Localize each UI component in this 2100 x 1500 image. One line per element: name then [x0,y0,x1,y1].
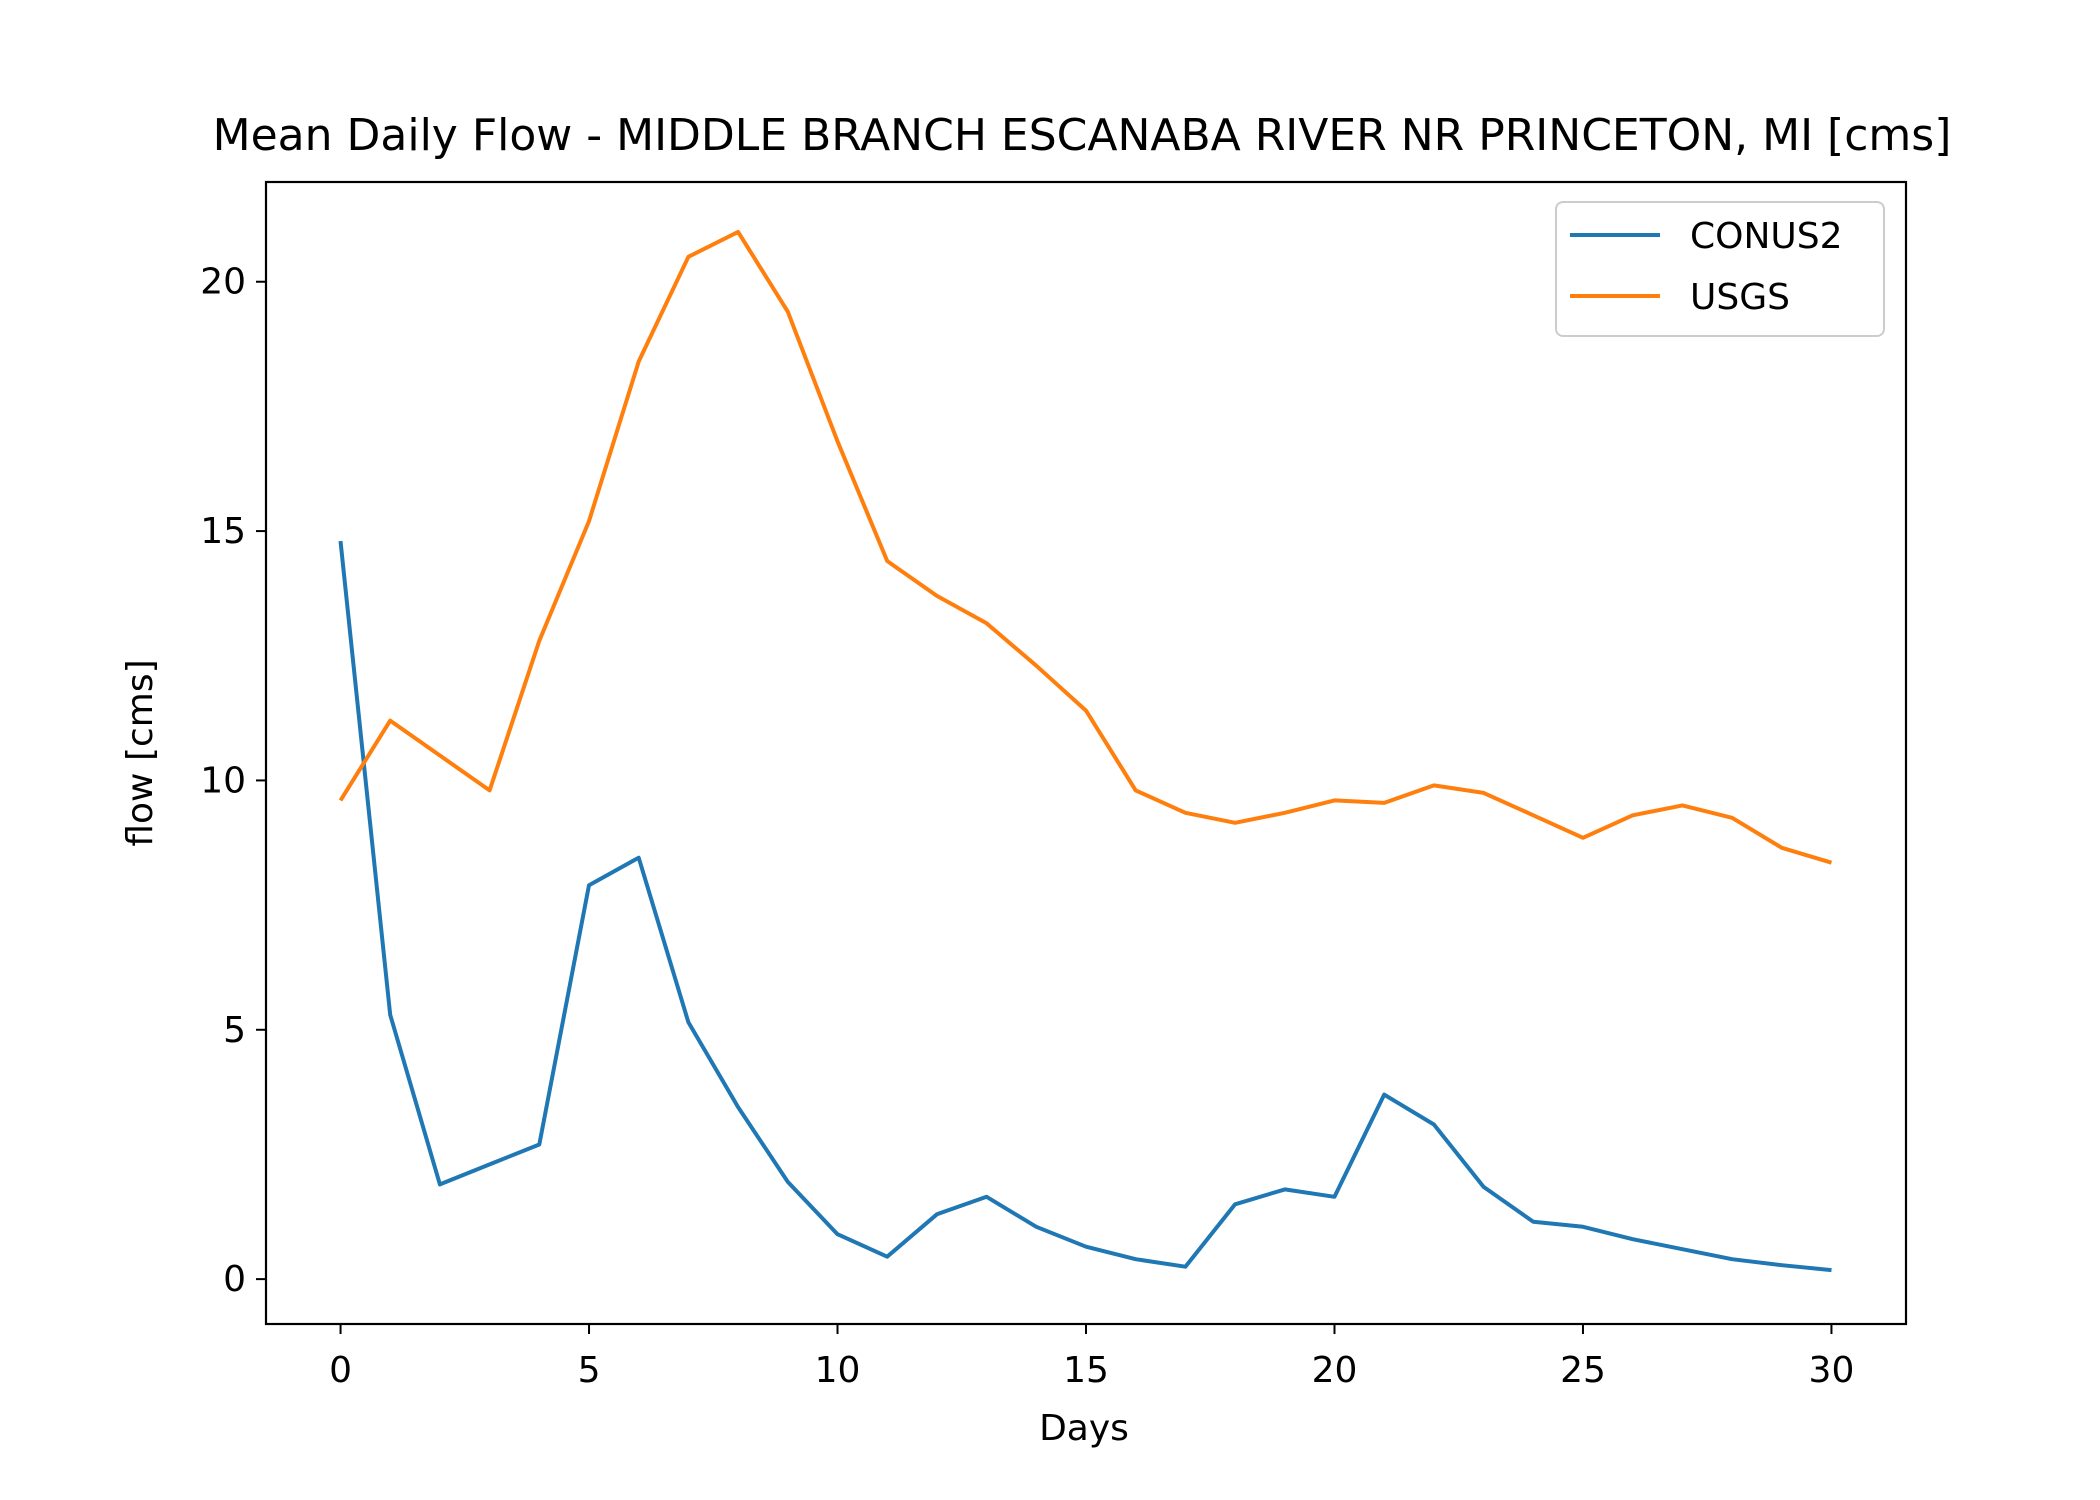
x-tick-label: 25 [1560,1350,1606,1391]
y-tick-label: 20 [200,262,246,303]
x-tick-label: 5 [578,1350,601,1391]
x-tick-label: 20 [1312,1350,1358,1391]
x-axis: 0 5 10 15 20 25 30 [329,1324,1854,1391]
chart-title: Mean Daily Flow - MIDDLE BRANCH ESCANABA… [213,110,1952,161]
series-line-usgs [338,229,1833,865]
y-axis-label: flow [cms] [120,659,161,846]
legend-label-conus2: CONUS2 [1690,216,1843,257]
x-tick-label: 15 [1063,1350,1109,1391]
legend: CONUS2 USGS [1555,201,1885,337]
series-line-conus2 [338,540,1832,1273]
y-axis: 0 5 10 15 20 [200,262,266,1300]
x-tick-label: 30 [1809,1350,1855,1391]
y-tick-label: 15 [200,511,246,552]
y-tick-label: 0 [223,1259,246,1300]
x-axis-label: Days [1039,1408,1129,1449]
x-tick-label: 10 [815,1350,861,1391]
legend-label-usgs: USGS [1690,277,1790,318]
x-tick-label: 0 [329,1350,352,1391]
plot-area [264,180,1908,1326]
y-tick-label: 5 [223,1010,246,1051]
y-tick-label: 10 [200,760,246,801]
series-lines [338,229,1833,1273]
